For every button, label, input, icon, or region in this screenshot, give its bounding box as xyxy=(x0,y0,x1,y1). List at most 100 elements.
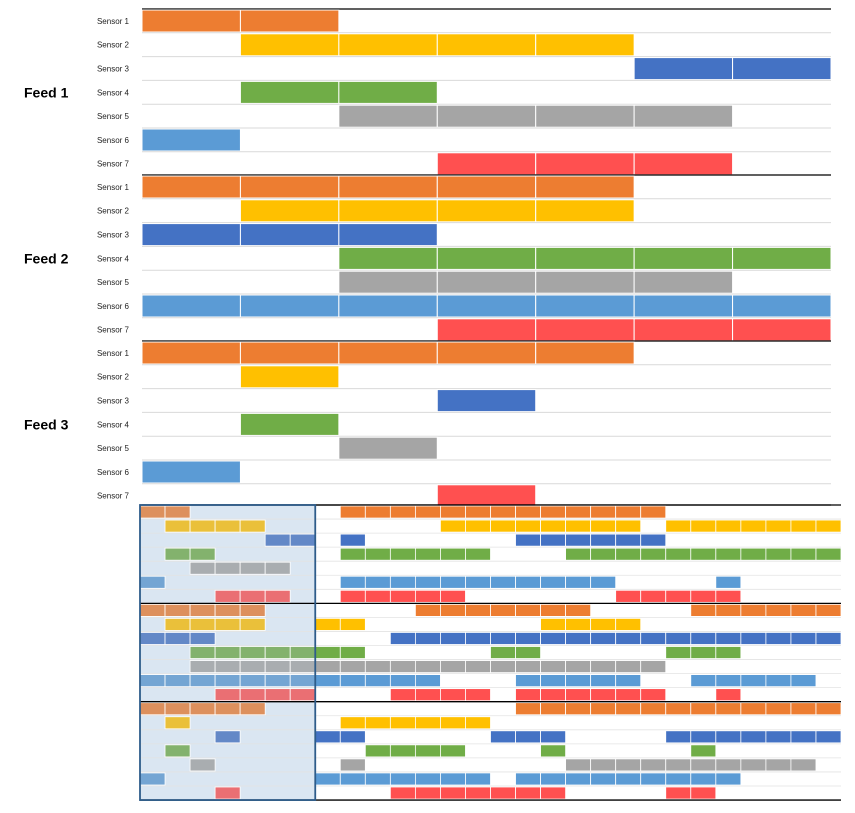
sensor-cell xyxy=(690,589,717,603)
sensor-cell xyxy=(565,702,592,716)
sensor-cell xyxy=(715,575,742,589)
sensor-cell xyxy=(740,730,767,744)
sensor-bar xyxy=(338,294,438,318)
sensor-cell xyxy=(790,519,817,533)
sensor-cell xyxy=(139,603,166,617)
sensor-cell xyxy=(740,674,767,688)
sensor-cell xyxy=(490,646,516,659)
sensor-cell xyxy=(565,547,592,561)
sensor-bar xyxy=(633,318,734,342)
sensor-cell xyxy=(314,618,341,631)
sensor-bar xyxy=(239,33,340,57)
sensor-cell xyxy=(440,632,466,645)
sensor-cell xyxy=(540,744,567,758)
sensor-cell xyxy=(565,758,592,772)
sensor-cell xyxy=(615,618,642,631)
sensor-cell xyxy=(540,505,567,519)
sensor-cell xyxy=(214,519,241,533)
sensor-cell xyxy=(214,589,241,603)
sensor-cell xyxy=(515,660,541,673)
sensor-cell xyxy=(264,589,291,603)
sensor-cell xyxy=(414,716,441,730)
sensor-cell xyxy=(590,505,617,519)
bottom-feed-3 xyxy=(139,701,842,800)
sensor-cell xyxy=(490,505,516,519)
sensor-cell xyxy=(364,505,391,519)
sensor-cell xyxy=(665,786,692,800)
sensor-cell xyxy=(615,674,642,688)
sensor-cell xyxy=(289,660,316,673)
sensor-label: Sensor 6 xyxy=(97,136,130,145)
sensor-bar xyxy=(141,128,241,152)
sensor-cell xyxy=(289,674,316,688)
sensor-cell xyxy=(640,660,667,673)
sensor-cell xyxy=(640,533,667,547)
sensor-cell xyxy=(490,786,516,800)
sensor-cell xyxy=(790,674,817,688)
sensor-cell xyxy=(465,505,491,519)
sensor-cell xyxy=(339,730,366,744)
sensor-cell xyxy=(414,589,441,603)
sensor-cell xyxy=(665,519,692,533)
sensor-cell xyxy=(139,632,166,645)
sensor-cell xyxy=(515,786,541,800)
sensor-cell xyxy=(790,603,817,617)
sensor-cell xyxy=(590,688,617,702)
sensor-cell xyxy=(414,575,441,589)
sensor-cell xyxy=(640,547,667,561)
sensor-cell xyxy=(515,519,541,533)
sensor-bar xyxy=(732,294,832,318)
sensor-bar xyxy=(141,460,241,484)
sensor-cell xyxy=(414,603,441,617)
sensor-cell xyxy=(790,702,817,716)
sensor-cell xyxy=(515,603,541,617)
sensor-bar xyxy=(535,104,635,128)
sensor-cell xyxy=(214,688,241,702)
sensor-cell xyxy=(815,519,842,533)
sensor-bar xyxy=(239,341,340,365)
sensor-cell xyxy=(264,674,291,688)
sensor-cell xyxy=(389,505,416,519)
sensor-cell xyxy=(765,519,792,533)
sensor-cell xyxy=(740,603,767,617)
sensor-cell xyxy=(615,533,642,547)
sensor-bar xyxy=(338,436,438,460)
sensor-cell xyxy=(740,702,767,716)
sensor-cell xyxy=(139,702,166,716)
sensor-cell xyxy=(214,618,241,631)
sensor-bar xyxy=(436,104,537,128)
sensor-cell xyxy=(590,533,617,547)
sensor-cell xyxy=(690,646,717,659)
sensor-cell xyxy=(740,758,767,772)
sensor-cell xyxy=(615,632,642,645)
sensor-cell xyxy=(164,603,191,617)
sensor-cell xyxy=(189,618,216,631)
sensor-cell xyxy=(590,758,617,772)
sensor-label: Sensor 5 xyxy=(97,444,130,453)
sensor-cell xyxy=(339,575,366,589)
bottom-feed-2 xyxy=(139,602,842,702)
sensor-cell xyxy=(565,603,592,617)
sensor-cell xyxy=(465,575,491,589)
sensor-bar xyxy=(239,80,340,104)
sensor-label: Sensor 3 xyxy=(97,231,130,240)
sensor-bar xyxy=(732,57,832,81)
sensor-cell xyxy=(665,646,692,659)
sensor-cell xyxy=(440,547,466,561)
feed-label: Feed 1 xyxy=(24,84,69,100)
sensor-cell xyxy=(440,744,466,758)
sensor-bar xyxy=(633,104,734,128)
sensor-cell xyxy=(715,674,742,688)
sensor-label: Sensor 3 xyxy=(97,397,130,406)
sensor-cell xyxy=(565,505,592,519)
sensor-bar xyxy=(141,175,241,199)
sensor-cell xyxy=(615,519,642,533)
sensor-cell xyxy=(389,744,416,758)
sensor-cell xyxy=(715,730,742,744)
sensor-cell xyxy=(189,603,216,617)
sensor-cell xyxy=(440,505,466,519)
sensor-cell xyxy=(214,561,241,575)
sensor-bar xyxy=(436,175,537,199)
sensor-bar xyxy=(436,246,537,270)
sensor-cell xyxy=(815,702,842,716)
